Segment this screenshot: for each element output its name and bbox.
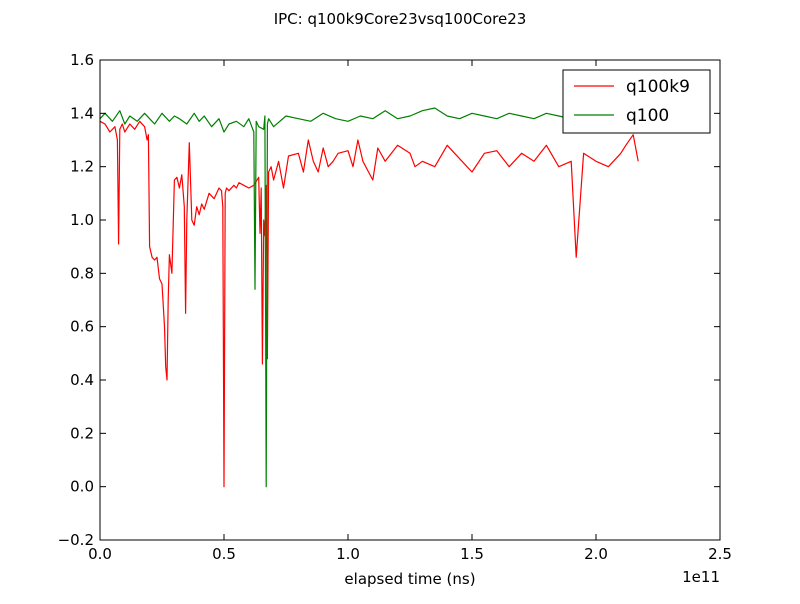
plot-frame <box>99 59 721 541</box>
y-tick-label: 1.0 <box>70 211 94 229</box>
x-axis-label: elapsed time (ns) <box>344 570 475 588</box>
x-tick-label: 1.0 <box>336 545 360 563</box>
y-tick-label: 0.2 <box>70 424 94 442</box>
y-tick-label: 0.6 <box>70 318 94 336</box>
y-tick-label: 0.4 <box>70 371 94 389</box>
series-layer <box>99 107 639 488</box>
chart-title: IPC: q100k9Core23vsq100Core23 <box>274 10 527 28</box>
y-tick-label: 1.2 <box>70 158 94 176</box>
legend-label-q100: q100 <box>626 106 669 126</box>
legend-label-q100k9: q100k9 <box>626 77 690 97</box>
x-tick-label: 1.5 <box>460 545 484 563</box>
y-tick-label: 1.6 <box>70 51 94 69</box>
y-tick-label: 0.0 <box>70 478 94 496</box>
y-tick-label: 1.4 <box>70 104 94 122</box>
series-line-q100 <box>99 107 639 488</box>
legend-box <box>562 69 711 134</box>
ticks-layer: 0.0 0.5 1.0 1.5 2.0 2.5−0.20.00.20.40.60.81.0… <box>58 51 732 563</box>
x-tick-label: 0.5 <box>212 545 236 563</box>
x-tick-label: 2.0 <box>584 545 608 563</box>
x-offset-text: 1e11 <box>682 568 720 586</box>
y-tick-label: −0.2 <box>58 531 94 549</box>
series-line-q100k9 <box>99 120 639 488</box>
x-tick-label: 2.5 <box>708 545 732 563</box>
y-tick-label: 0.8 <box>70 264 94 282</box>
legend: q100k9 q100 <box>562 69 711 134</box>
x-tick-label: 0.0 <box>88 545 112 563</box>
